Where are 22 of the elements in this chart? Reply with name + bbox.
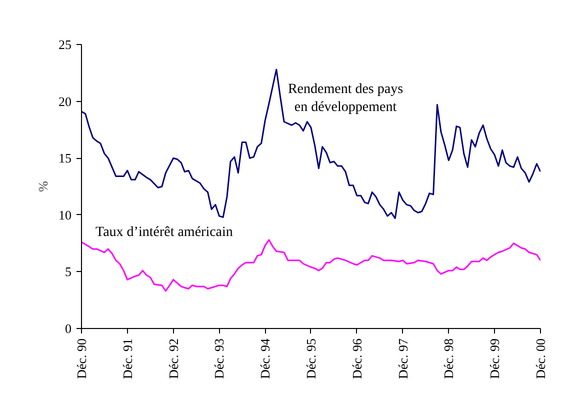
x-tick-label: Déc. 98: [441, 338, 456, 379]
y-tick-label: 10: [58, 207, 72, 222]
x-tick-label: Déc. 97: [395, 338, 410, 379]
x-tick-label: Déc. 99: [487, 338, 502, 379]
x-tick-label: Déc. 95: [303, 338, 318, 379]
line-series: [82, 239, 540, 292]
y-tick-label: 20: [58, 94, 72, 109]
y-axis-title: %: [36, 180, 50, 192]
line-series: [82, 68, 540, 220]
x-tick-label: Déc. 91: [120, 338, 135, 379]
x-tick-label: Déc. 00: [533, 338, 548, 379]
x-tick-label: Déc. 92: [166, 338, 181, 379]
annotation: Rendement des pays en développement: [288, 82, 404, 115]
y-tick-label: 0: [65, 321, 72, 336]
annotation: Taux d’intérêt américain: [96, 225, 233, 240]
x-tick-label: Déc. 96: [349, 338, 364, 379]
y-tick-label: 15: [58, 150, 72, 166]
x-tick-label: Déc. 90: [74, 338, 89, 379]
x-tick-label: Déc. 94: [258, 338, 273, 379]
x-tick-label: Déc. 93: [212, 338, 227, 379]
y-tick-label: 25: [58, 37, 72, 52]
y-tick-label: 5: [65, 264, 72, 280]
